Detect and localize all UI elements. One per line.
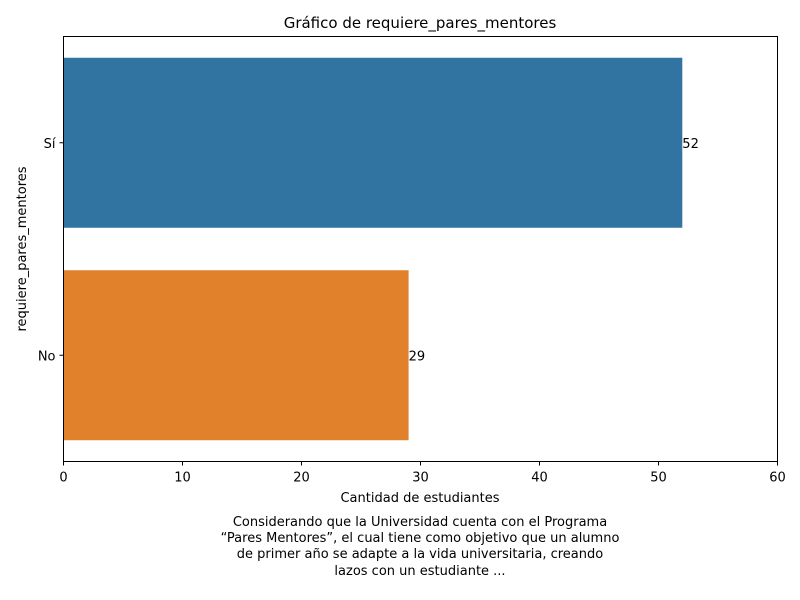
data-label-1: 29 xyxy=(409,349,426,364)
caption-line: “Pares Mentores”, el cual tiene como obj… xyxy=(221,531,620,546)
x-axis-ticks: 0 10 20 30 40 50 60 xyxy=(59,461,786,486)
x-tick-label-3: 30 xyxy=(412,471,429,486)
y-axis-ticks: Sí No xyxy=(38,137,64,364)
y-tick-label-0: Sí xyxy=(44,137,56,152)
data-label-0: 52 xyxy=(682,137,699,152)
x-tick-label-2: 20 xyxy=(293,471,310,486)
data-labels-group: 52 29 xyxy=(409,137,699,365)
caption-line: Considerando que la Universidad cuenta c… xyxy=(233,515,607,530)
y-axis-label: requiere_pares_mentores xyxy=(15,166,30,331)
y-tick-label-1: No xyxy=(38,349,56,364)
caption-line: lazos con un estudiante ... xyxy=(334,564,505,579)
bar-1 xyxy=(63,270,409,441)
chart-caption: Considerando que la Universidad cuenta c… xyxy=(221,515,620,579)
x-tick-label-6: 60 xyxy=(769,471,786,486)
bar-0 xyxy=(63,57,683,228)
x-tick-label-1: 10 xyxy=(174,471,191,486)
x-tick-label-0: 0 xyxy=(59,471,67,486)
x-tick-label-5: 50 xyxy=(650,471,667,486)
x-axis-label: Cantidad de estudiantes xyxy=(340,491,499,506)
caption-line: de primer año se adapte a la vida univer… xyxy=(237,547,603,562)
chart-title: Gráfico de requiere_pares_mentores xyxy=(284,14,557,33)
x-tick-label-4: 40 xyxy=(531,471,548,486)
bars-group xyxy=(63,57,683,441)
